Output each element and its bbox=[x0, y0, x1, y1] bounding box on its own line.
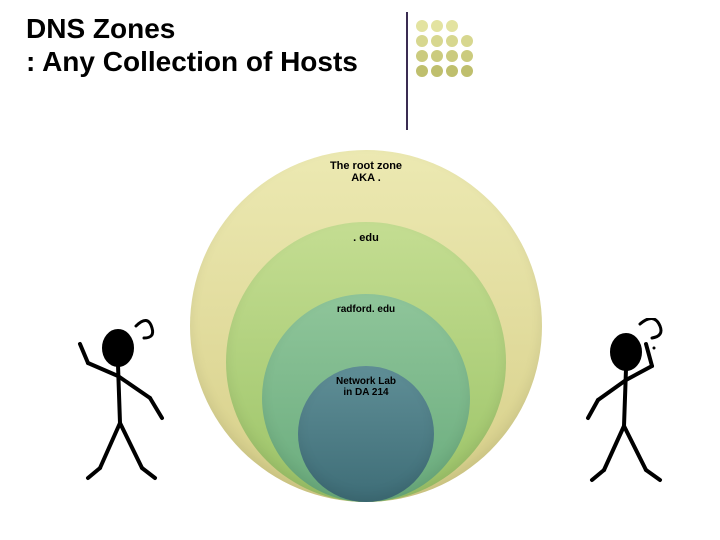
accent-dot bbox=[416, 65, 428, 77]
accent-dot bbox=[431, 20, 443, 32]
zone-label-radford: radford. edu bbox=[262, 304, 470, 315]
zone-label-edu: . edu bbox=[226, 232, 506, 244]
title-line2: : Any Collection of Hosts bbox=[26, 45, 358, 78]
accent-vertical-line bbox=[406, 12, 408, 130]
accent-dot bbox=[461, 35, 473, 47]
zone-label-line: The root zone bbox=[190, 160, 542, 172]
zone-label-line: Network Lab bbox=[298, 376, 434, 387]
title-line1: DNS Zones bbox=[26, 12, 358, 45]
accent-dot bbox=[431, 65, 443, 77]
confused-figure-left bbox=[70, 318, 170, 488]
accent-dot bbox=[461, 65, 473, 77]
accent-dot bbox=[431, 50, 443, 62]
accent-dot bbox=[416, 50, 428, 62]
accent-dot bbox=[416, 20, 428, 32]
zone-label-lab: Network Labin DA 214 bbox=[298, 376, 434, 398]
zone-label-line: radford. edu bbox=[262, 304, 470, 315]
zone-label-root: The root zoneAKA . bbox=[190, 160, 542, 184]
accent-dot bbox=[431, 35, 443, 47]
accent-dot bbox=[446, 65, 458, 77]
accent-dot bbox=[446, 35, 458, 47]
page-title: DNS Zones : Any Collection of Hosts bbox=[26, 12, 358, 78]
confused-figure-right bbox=[580, 318, 680, 488]
accent-dot bbox=[446, 50, 458, 62]
accent-dot bbox=[416, 35, 428, 47]
zone-label-line: in DA 214 bbox=[298, 387, 434, 398]
accent-dot bbox=[446, 20, 458, 32]
zone-label-line: . edu bbox=[226, 232, 506, 244]
accent-dot bbox=[461, 50, 473, 62]
zone-label-line: AKA . bbox=[190, 172, 542, 184]
